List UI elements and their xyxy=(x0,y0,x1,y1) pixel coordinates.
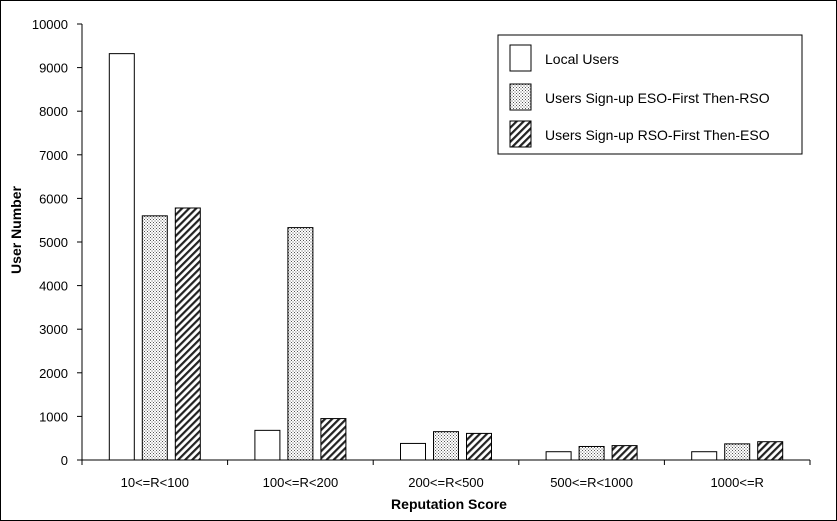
bar-series-1-1 xyxy=(108,53,135,461)
y-tick-label: 1000 xyxy=(39,409,68,424)
tick-labels: 0 1000 2000 3000 4000 5000 6000 7000 8000 9000 100… xyxy=(32,17,764,490)
x-tick-label: 1000<=R xyxy=(710,475,764,490)
y-tick-label: 3000 xyxy=(39,322,68,337)
y-axis-title: User Number xyxy=(8,185,24,273)
bar-series-2-5 xyxy=(724,443,751,461)
legend-label-eso-first: Users Sign-up ESO-First Then-RSO xyxy=(545,90,770,106)
bar-series-1-2 xyxy=(254,429,281,461)
legend-label-local-users: Local Users xyxy=(545,51,619,67)
y-tick-label: 9000 xyxy=(39,61,68,76)
bar-series-2-4 xyxy=(578,445,605,461)
x-tick-label: 200<=R<500 xyxy=(408,475,484,490)
y-tick-label: 7000 xyxy=(39,148,68,163)
y-tick-label: 4000 xyxy=(39,279,68,294)
bar-series-2-3 xyxy=(433,431,459,461)
x-tick-label: 10<=R<100 xyxy=(121,475,189,490)
bar-series-2-2 xyxy=(287,227,314,461)
bar-series-3-1 xyxy=(174,207,201,461)
y-tick-label: 2000 xyxy=(39,366,68,381)
y-tick-label: 5000 xyxy=(39,235,68,250)
y-tick-label: 10000 xyxy=(32,17,68,32)
bar-series-1-5 xyxy=(691,451,718,461)
bar-series-3-3 xyxy=(466,432,492,461)
x-tick-label: 500<=R<1000 xyxy=(550,475,633,490)
bar-series-1-4 xyxy=(545,451,572,461)
bar-series-3-4 xyxy=(611,445,638,461)
legend-box xyxy=(497,34,803,155)
y-tick-label: 8000 xyxy=(39,104,68,119)
bar-series-3-5 xyxy=(757,441,784,461)
y-tick-label: 0 xyxy=(61,453,68,468)
legend-swatch-local-users xyxy=(509,44,532,72)
legend-label-rso-first: Users Sign-up RSO-First Then-ESO xyxy=(545,127,770,143)
x-axis-title: Reputation Score xyxy=(391,496,507,512)
bar-series-3-2 xyxy=(320,418,347,461)
y-tick-label: 6000 xyxy=(39,191,68,206)
x-tick-label: 100<=R<200 xyxy=(263,475,339,490)
legend-swatch-rso-first xyxy=(509,120,532,148)
legend-swatch-eso-first xyxy=(509,83,532,111)
bars xyxy=(108,53,784,461)
legend: Local Users Users Sign-up ESO-First Then… xyxy=(497,34,803,155)
bar-series-1-3 xyxy=(400,442,426,461)
bar-series-2-1 xyxy=(141,215,168,461)
